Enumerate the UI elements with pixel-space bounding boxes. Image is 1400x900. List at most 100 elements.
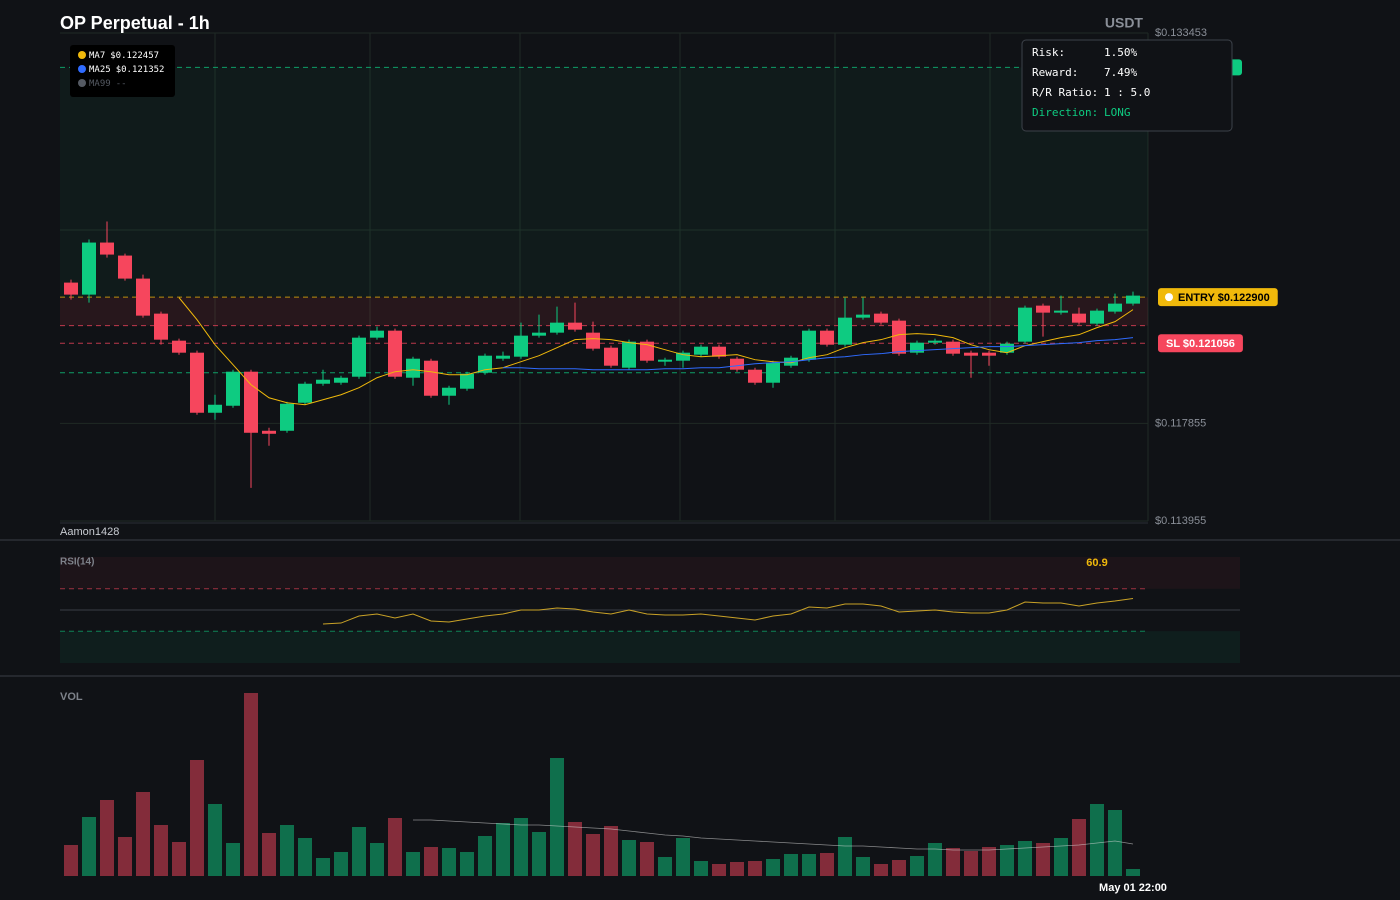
level-label: ENTRY $0.122900 [1178,292,1270,304]
candle-body [334,377,348,383]
y-tick-label: $0.117855 [1155,417,1206,429]
candle-body [838,317,852,345]
volume-bar [226,843,240,876]
candle-body [1108,303,1122,312]
volume-bar [514,818,528,876]
risk-zone [60,297,1148,326]
ma-legend-box [70,45,175,97]
volume-bar [694,861,708,876]
candle-body [1036,305,1050,313]
volume-bar [874,864,888,876]
candle-body [748,369,762,383]
volume-bar [352,827,366,876]
candle-body [1000,343,1014,353]
volume-bar [568,822,582,876]
candle-body [460,373,474,389]
risk-value: 1 : 5.0 [1104,86,1150,99]
candle-body [370,330,384,338]
candle-body [154,313,168,340]
zones [60,67,1240,663]
volume-bar [748,861,762,876]
legend-name: MA99 [89,79,111,89]
volume-bar [388,818,402,876]
candle-body [550,322,564,333]
volume-bar [550,758,564,876]
risk-value: 1.50% [1104,46,1137,59]
volume-bar [82,817,96,876]
candle-body [298,383,312,403]
plot: $0.133453 $0.117855 $0.113955 ENTRY $0.1229… [60,27,1278,894]
candle-body [982,352,996,356]
candle-body [424,360,438,396]
volume-bar [856,857,870,876]
volume-bar [262,833,276,876]
rsi-title: RSI(14) [60,557,94,568]
candle-body [442,387,456,396]
candle-body [874,313,888,323]
risk-value: 7.49% [1104,66,1137,79]
volume-bar [154,825,168,876]
legend-value: -- [116,79,127,89]
candle-body [802,330,816,360]
volume-bar [766,859,780,876]
candle-body [640,341,654,361]
volume-bar [622,840,636,876]
volume-bar [1108,810,1122,876]
risk-panel [1021,39,1233,132]
volume-bar [676,838,690,876]
legend-entry: MA7 $0.122457 [89,51,159,61]
level-tag: SL $0.121056 [1158,334,1243,353]
volume-bar [946,848,960,876]
legend-name: MA25 [89,65,111,75]
vol-title: VOL [60,691,83,703]
risk-label: Direction: [1032,106,1098,119]
volume-bar [964,851,978,876]
volume-bar [1054,838,1068,876]
ma-legend: MA7 $0.122457 MA25 $0.121352 MA99 -- [78,51,164,89]
candle-body [712,346,726,357]
candle-body [388,330,402,377]
candle-body [118,255,132,279]
volume-bar [910,856,924,876]
candle-body [964,352,978,356]
candle-body [100,242,114,255]
candle-body [352,337,366,377]
candle-body [676,352,690,361]
candle-body [1054,310,1068,313]
volume-bar [1018,841,1032,876]
rsi-overbought [60,557,1240,589]
volume-bar [658,857,672,876]
candle-body [514,335,528,357]
volume-bar [640,842,654,876]
y-tick-label: $0.133453 [1155,27,1207,39]
rsi-line [322,597,1134,625]
legend-value: $0.122457 [110,51,159,61]
volume-bar [712,864,726,876]
legend-entry: MA99 -- [89,79,127,89]
y-tick-label: $0.113955 [1155,515,1206,527]
candle-body [910,342,924,353]
candle-body [946,341,960,354]
candle-body [586,332,600,349]
level-label: SL $0.121056 [1166,338,1235,350]
candle-body [316,379,330,384]
candle-body [892,320,906,354]
volume-bar [190,760,204,876]
watermark: Aamon1428 [60,526,119,538]
candle-body [928,340,942,343]
volume-bar [370,843,384,876]
ma-line [503,337,1134,371]
volume-bar [478,836,492,876]
volume-bar [64,845,78,876]
candle-body [604,347,618,366]
volume-bar [1072,819,1086,876]
volume-bar [424,847,438,876]
candle-body [820,330,834,345]
volume-bar [928,843,942,876]
candle-body [568,322,582,330]
volume-bar [982,847,996,876]
volume-bar [316,858,330,876]
risk-rows: Risk: 1.50% Reward: 7.49% R/R Ratio: 1 : 5.0 D… [1032,46,1150,119]
candle-body [136,278,150,316]
